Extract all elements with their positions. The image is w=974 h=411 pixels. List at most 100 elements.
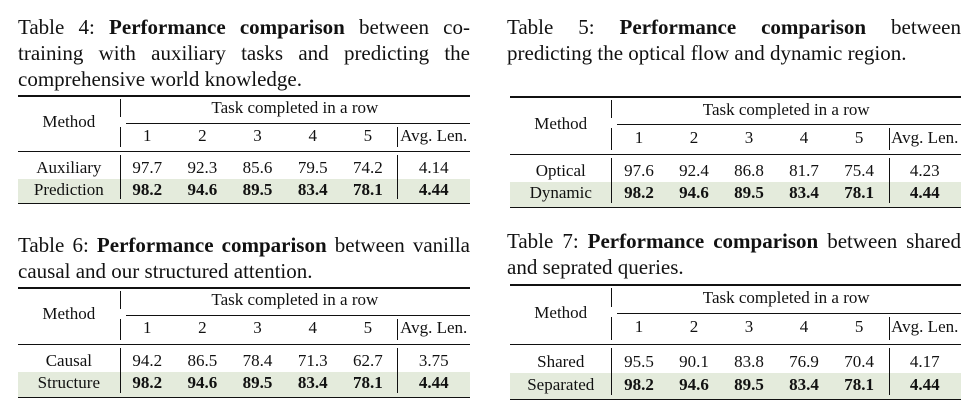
caption-rest: between shared and seprated queries.: [507, 229, 961, 279]
table-cell: 83.4: [297, 179, 328, 199]
group-header: Task completed in a row: [211, 290, 379, 310]
table-cell: 81.7: [789, 161, 819, 181]
caption-bold: Performance comparison: [109, 15, 345, 39]
caption-prefix: Table 7:: [507, 229, 588, 253]
mid-rule: [18, 151, 470, 153]
table-caption: Table 6: Performance comparison between …: [18, 232, 470, 284]
table-cell: 90.1: [679, 351, 709, 371]
method-name: Structure: [37, 373, 100, 393]
column-header: 1: [634, 317, 644, 337]
caption-prefix: Table 5:: [507, 15, 620, 39]
avg-separator: [397, 348, 399, 393]
column-header: 1: [143, 125, 152, 145]
table-cell: 78.1: [844, 183, 874, 203]
highlight-band: [510, 182, 961, 207]
cmid-rule: [617, 313, 961, 315]
method-name: Auxiliary: [36, 158, 102, 178]
table-cell: 86.8: [734, 161, 764, 181]
caption-prefix: Table 4:: [18, 15, 110, 39]
column-header: 2: [198, 318, 207, 338]
avg-separator: [888, 347, 890, 395]
caption-rest: between predicting the optical flow and …: [507, 15, 961, 65]
results-grid: Method Task completed in a row 1 2 3 4 5 Avg. L…: [510, 284, 961, 406]
method-name: Optical: [535, 161, 586, 181]
method-name: Causal: [45, 351, 92, 371]
method-header: Method: [42, 111, 96, 131]
table-cell: 4.44: [418, 179, 449, 199]
table-cell: 92.3: [187, 158, 218, 178]
caption-rest: between vanilla causal and our structure…: [18, 233, 471, 283]
table-cell: 89.5: [734, 374, 764, 394]
table-cell: 94.6: [187, 179, 218, 199]
table-cell: 94.6: [187, 373, 218, 393]
method-header: Method: [42, 304, 96, 324]
avg-separator: [888, 157, 890, 203]
table-cell: 74.2: [352, 158, 383, 178]
highlight-band: [18, 372, 470, 397]
column-header: 5: [363, 125, 373, 145]
method-separator: [119, 348, 121, 393]
column-header: Avg. Len.: [891, 127, 959, 147]
column-header: 3: [253, 125, 262, 145]
bottom-rule: [18, 396, 470, 399]
table-cell: 89.5: [242, 373, 273, 393]
column-header: 5: [854, 127, 864, 147]
table-cell: 89.5: [242, 179, 273, 199]
table-cell: 76.9: [789, 351, 819, 371]
avg-separator: [888, 317, 890, 340]
table-cell: 4.17: [909, 351, 940, 371]
column-header: 1: [634, 127, 644, 147]
top-rule: [510, 96, 961, 98]
method-separator: [119, 319, 121, 341]
mid-rule: [510, 343, 961, 345]
table-cell: 83.4: [789, 374, 819, 394]
bottom-rule: [510, 206, 961, 209]
column-header: 2: [689, 127, 699, 147]
avg-separator: [397, 126, 399, 148]
column-header: 3: [744, 127, 754, 147]
table-cell: 83.4: [297, 373, 328, 393]
table-cell: 78.1: [352, 179, 383, 199]
table-caption: Table 4: Performance comparison between …: [18, 14, 470, 92]
table-4: Table 4: Performance comparison between …: [18, 14, 470, 210]
table-cell: 83.4: [789, 183, 819, 203]
top-rule: [18, 287, 470, 289]
column-header: 2: [689, 317, 699, 337]
table-cell: 79.5: [297, 158, 328, 178]
group-header: Task completed in a row: [702, 99, 870, 119]
bottom-rule: [18, 202, 470, 205]
table-cell: 94.2: [132, 351, 163, 371]
column-header: Avg. Len.: [891, 317, 959, 337]
table-cell: 70.4: [844, 351, 874, 371]
table-caption: Table 5: Performance comparison between …: [507, 14, 961, 66]
method-name: Separated: [527, 374, 595, 394]
table-cell: 94.6: [679, 374, 709, 394]
method-name: Shared: [537, 351, 585, 371]
column-header: 4: [308, 125, 317, 145]
column-header: 5: [854, 317, 864, 337]
method-header: Method: [534, 302, 588, 322]
results-grid: Method Task completed in a row 1 2 3 4 5 Avg. L…: [510, 96, 961, 214]
table-cell: 86.5: [187, 351, 218, 371]
table-cell: 97.6: [624, 161, 654, 181]
column-header: 3: [253, 318, 262, 338]
table-cell: 85.6: [242, 158, 273, 178]
table-caption: Table 7: Performance comparison between …: [507, 228, 961, 280]
group-header: Task completed in a row: [211, 98, 379, 118]
table-cell: 98.2: [624, 183, 654, 203]
results-grid: Method Task completed in a row 1 2 3 4 5 Avg. L…: [18, 95, 470, 210]
method-separator: [119, 126, 121, 148]
column-header: 5: [363, 318, 373, 338]
method-separator: [611, 347, 613, 395]
highlight-band: [18, 178, 470, 203]
column-header: 4: [308, 318, 317, 338]
table-6: Table 6: Performance comparison between …: [18, 232, 470, 404]
table-cell: 71.3: [297, 351, 328, 371]
table-cell: 4.44: [909, 374, 940, 394]
table-cell: 78.4: [242, 351, 273, 371]
table-7: Table 7: Performance comparison between …: [507, 228, 961, 408]
cmid-rule: [617, 124, 961, 126]
column-header: 4: [799, 127, 809, 147]
method-header: Method: [534, 113, 588, 133]
top-rule: [510, 284, 961, 286]
